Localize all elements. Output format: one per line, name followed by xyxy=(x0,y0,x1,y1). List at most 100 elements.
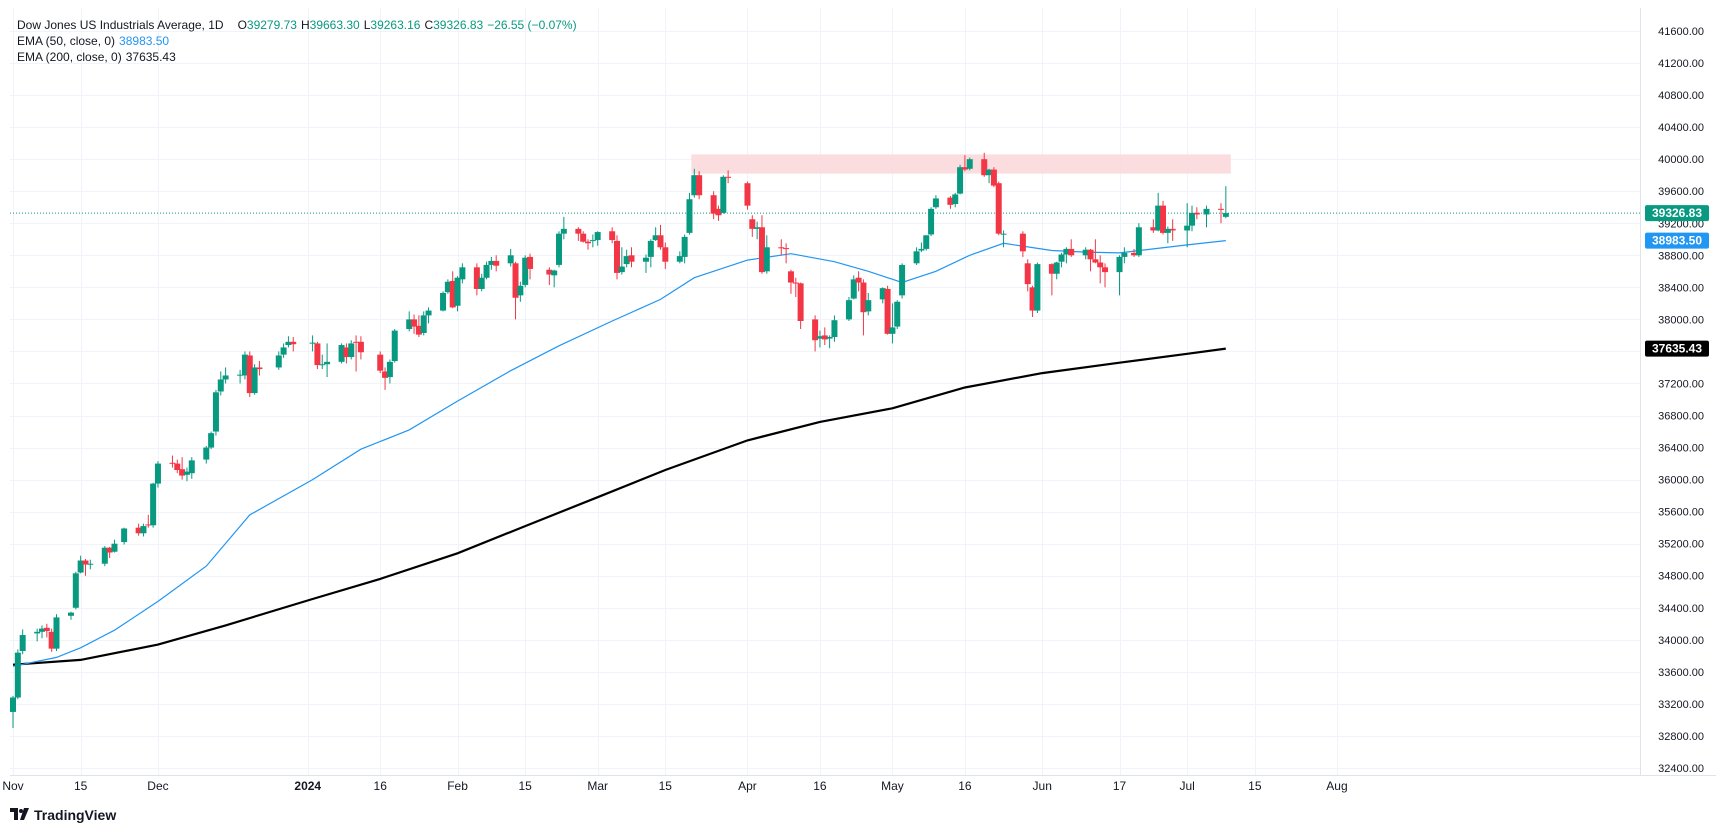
candle-body xyxy=(309,342,316,344)
price-labels: 39326.83 38983.50 37635.43 xyxy=(1645,205,1709,357)
candle-body xyxy=(932,198,939,208)
candle-body xyxy=(280,347,287,355)
legend-ema50-row[interactable]: EMA (50, close, 0) 38983.50 xyxy=(17,33,577,49)
candle-body xyxy=(377,354,384,371)
candle-body xyxy=(1092,259,1099,263)
time-tick-label: Mar xyxy=(587,779,608,793)
candle-body xyxy=(928,208,935,235)
candle-body xyxy=(48,631,55,649)
candle-body xyxy=(1222,213,1229,217)
candle-body xyxy=(517,285,524,296)
candle-2023-11-09 xyxy=(48,628,55,652)
candle-2024-04-19 xyxy=(831,315,838,342)
candle-2024-06-10 xyxy=(1082,247,1089,260)
candle-2023-12-01 xyxy=(154,461,161,488)
price-tick-label: 36000.00 xyxy=(1658,475,1704,487)
candle-body xyxy=(647,240,654,257)
price-tick-label: 34400.00 xyxy=(1658,603,1704,615)
candle-2024-06-20 xyxy=(1131,248,1138,257)
candle-2024-01-26 xyxy=(425,307,432,324)
candle-body xyxy=(1193,212,1200,215)
price-tick-label: 37200.00 xyxy=(1658,378,1704,390)
candle-body xyxy=(493,260,500,266)
candle-2024-02-23 xyxy=(560,216,567,240)
candle-2024-06-13 xyxy=(1097,255,1104,284)
candle-body xyxy=(34,631,41,634)
candle-body xyxy=(357,341,364,353)
candle-body xyxy=(324,361,331,365)
candle-body xyxy=(183,471,190,475)
candle-2023-12-29 xyxy=(290,337,297,352)
candle-body xyxy=(67,612,74,616)
candle-2023-11-07 xyxy=(38,625,45,639)
price-axis[interactable]: 41600.00 41200.00 40800.00 40400.00 40000.00… xyxy=(1658,26,1704,775)
candle-body xyxy=(1189,212,1196,226)
candle-2023-12-06 xyxy=(179,457,186,480)
legend-ema200-row[interactable]: EMA (200, close, 0) 37635.43 xyxy=(17,49,577,65)
candle-2024-03-14 xyxy=(657,224,664,250)
time-tick-label: 17 xyxy=(1113,779,1127,793)
candle-2023-11-16 xyxy=(82,558,89,576)
time-tick-label: 16 xyxy=(958,779,972,793)
price-tick-label: 33200.00 xyxy=(1658,699,1704,711)
candle-2024-04-11 xyxy=(792,277,799,297)
candle-body xyxy=(154,463,161,484)
time-axis[interactable]: Nov 15 Dec 2024 16 Feb 15 Mar 15 Apr 16 May 16 Jun 17 J… xyxy=(2,779,1347,793)
candle-2024-02-09 xyxy=(493,255,500,272)
candle-body xyxy=(845,300,852,320)
candle-body xyxy=(449,280,456,308)
candle-body xyxy=(1155,205,1162,231)
candle-body xyxy=(1131,252,1138,256)
candle-body xyxy=(1135,227,1142,256)
candle-2023-11-30 xyxy=(150,482,157,528)
candle-2024-05-30 xyxy=(1029,285,1036,317)
candle-2024-04-10 xyxy=(787,269,794,294)
candle-body xyxy=(966,159,973,169)
candle-body xyxy=(1102,267,1109,273)
candle-2023-12-21 xyxy=(251,364,258,395)
candle-body xyxy=(589,240,596,242)
candle-body xyxy=(783,248,790,250)
candle-2024-06-26 xyxy=(1160,200,1167,235)
time-tick-label: Feb xyxy=(447,779,468,793)
candle-body xyxy=(314,343,321,366)
candle-2024-05-15 xyxy=(957,164,964,195)
candle-2023-12-27 xyxy=(280,343,287,358)
candle-2024-05-31 xyxy=(1034,262,1041,313)
candle-body xyxy=(275,355,282,368)
candle-2024-06-21 xyxy=(1135,223,1142,257)
brand-name: TradingView xyxy=(34,807,117,823)
candle-body xyxy=(628,255,635,262)
candle-body xyxy=(749,219,756,229)
tradingview-brand[interactable]: TradingView xyxy=(10,807,116,823)
candle-body xyxy=(386,361,393,378)
candle-body xyxy=(53,617,60,649)
candle-2024-04-23 xyxy=(850,275,857,300)
price-tick-label: 34000.00 xyxy=(1658,635,1704,647)
candle-2024-06-12 xyxy=(1092,239,1099,264)
candle-2024-05-21 xyxy=(986,168,993,184)
candle-body xyxy=(1000,233,1007,235)
candle-body xyxy=(1184,225,1191,231)
candle-2024-05-08 xyxy=(923,235,930,251)
candle-2023-11-06 xyxy=(34,628,41,642)
candle-body xyxy=(758,227,765,273)
candle-2024-03-27 xyxy=(720,175,727,214)
candle-body xyxy=(816,336,823,339)
candle-body xyxy=(686,199,693,233)
open-value: 39279.73 xyxy=(246,18,297,32)
candle-2024-01-05 xyxy=(324,343,331,378)
candle-2024-04-03 xyxy=(754,221,761,240)
low-value: 39263.16 xyxy=(370,18,421,32)
candle-2024-02-05 xyxy=(473,263,480,296)
candle-body xyxy=(420,315,427,334)
ema50-series xyxy=(12,240,1226,667)
candle-2023-12-07 xyxy=(183,467,190,482)
candle-body xyxy=(527,256,534,269)
candle-2024-02-06 xyxy=(478,273,485,292)
legend-ohlc-row: Dow Jones US Industrials Average, 1D O39… xyxy=(17,17,577,33)
candle-2024-05-06 xyxy=(913,247,920,265)
candle-body xyxy=(212,392,219,432)
candle-2024-01-18 xyxy=(386,359,393,384)
